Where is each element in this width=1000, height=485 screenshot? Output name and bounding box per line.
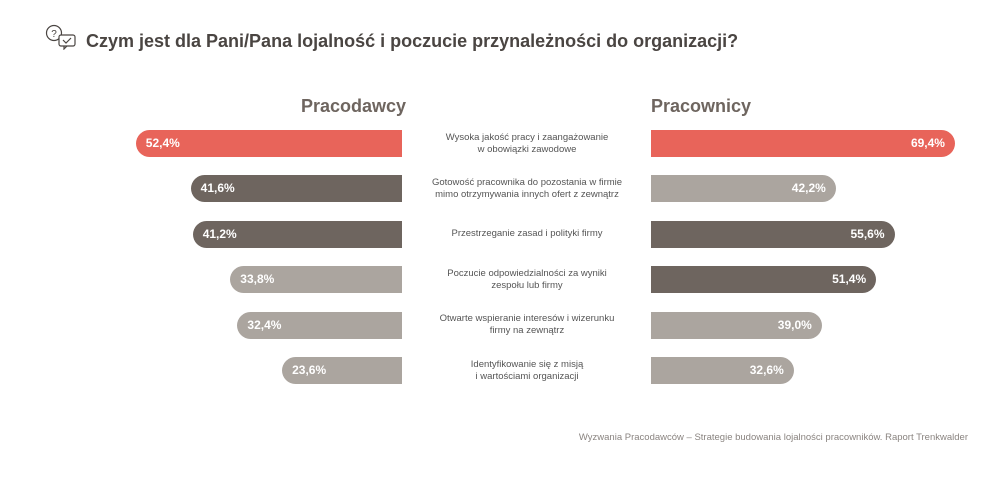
chart-title: Czym jest dla Pani/Pana lojalność i pocz… — [86, 31, 739, 51]
series-header-left: Pracodawcy — [301, 96, 407, 116]
bar-right-0: 69,4% — [651, 130, 955, 157]
category-label-0: Wysoka jakość pracy i zaangażowanie w obo… — [445, 131, 609, 155]
bar-left-4: 32,4% — [237, 311, 402, 339]
series-header-right: Pracownicy — [651, 96, 752, 116]
bar-left-0: 52,4% — [135, 130, 402, 157]
bar-right-3: 51,4% — [651, 266, 877, 294]
category-label-1: Gotowość pracownika do pozostania w firm… — [431, 176, 623, 200]
chat-question-check-icon: ? — [45, 24, 76, 50]
bar-left-2: 41,2% — [192, 220, 402, 248]
bar-right-5: 32,6% — [651, 357, 794, 384]
category-label-5: Identyfikowanie się z misją i wartościami… — [470, 358, 584, 382]
bar-right-2: 55,6% — [651, 220, 895, 248]
bar-left-1: 41,6% — [190, 175, 402, 203]
category-label-4: Otwarte wspieranie interesów i wizerunku… — [439, 313, 615, 337]
category-label-3: Poczucie odpowiedzialności za wyniki zesp… — [447, 267, 607, 291]
svg-text:?: ? — [51, 29, 57, 40]
category-label-2: Przestrzeganie zasad i polityki firmy — [451, 228, 603, 240]
bar-left-3: 33,8% — [230, 266, 402, 294]
bar-right-4: 39,0% — [651, 311, 822, 339]
bar-left-5: 23,6% — [282, 357, 402, 384]
source-note: Wyzwania Pracodawców – Strategie budowan… — [578, 432, 968, 443]
bar-right-1: 42,2% — [651, 175, 836, 203]
